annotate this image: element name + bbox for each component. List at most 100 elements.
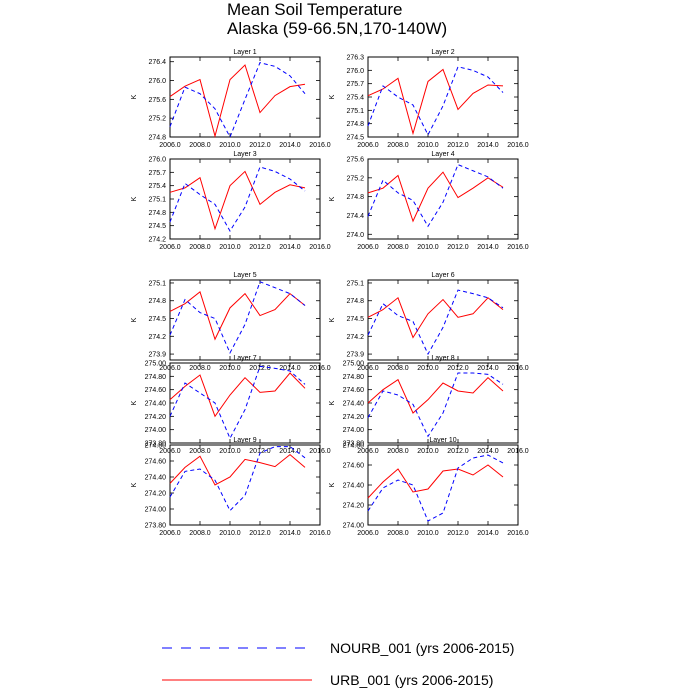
layer-8-ytick-label: 274.20	[343, 414, 365, 421]
layer-8-ytick-label: 273.80	[343, 441, 365, 448]
layer-1-xtick-label: 2014.0	[279, 142, 301, 149]
layer-5-ytick-label: 273.9	[148, 352, 166, 359]
layer-2-xtick-label: 2010.0	[417, 142, 439, 149]
layer-1-ytick-label: 275.6	[148, 97, 166, 104]
layer-10-xtick-label: 2008.0	[387, 530, 409, 537]
layer-5-ytick-label: 275.1	[148, 280, 166, 287]
layer-9-xtick-label: 2006.0	[159, 530, 181, 537]
layer-3-title: Layer 3	[233, 151, 256, 158]
layer-9-xtick-label: 2010.0	[219, 530, 241, 537]
layer-1-xtick-label: 2010.0	[219, 142, 241, 149]
layer-5-series-urb-001	[169, 291, 306, 341]
layer-2-ytick-label: 276.3	[346, 55, 364, 62]
layer-5-plot-frame	[169, 279, 321, 361]
layer-7-ytick-label: 274.40	[145, 401, 167, 408]
layer-10-xtick-label: 2006.0	[357, 530, 379, 537]
layer-8-xtick-label: 2010.0	[417, 448, 439, 455]
layer-3-ytick-label: 275.1	[148, 197, 166, 204]
layer-6-ytick-label: 274.8	[346, 298, 364, 305]
layer-5-xtick-label: 2010.0	[219, 365, 241, 372]
layer-6-xtick-label: 2008.0	[387, 365, 409, 372]
layer-6-ytick-label: 274.2	[346, 334, 364, 341]
layer-7-xtick-label: 2010.0	[219, 448, 241, 455]
layer-7-series-nourb-001	[169, 365, 306, 440]
figure-title: Mean Soil Temperature	[227, 0, 403, 19]
layer-8-series-urb-001	[367, 376, 504, 414]
layer-6-ytick-label: 273.9	[346, 352, 364, 359]
layer-2-ytick-label: 274.8	[346, 121, 364, 128]
layer-2-ytick-label: 275.7	[346, 81, 364, 88]
layer-3-ytick-label: 275.4	[148, 183, 166, 190]
layer-1-xtick-label: 2006.0	[159, 142, 181, 149]
layer-2-ytick-label: 275.4	[346, 95, 364, 102]
layer-8-ytick-label: 274.60	[343, 387, 365, 394]
layer-2-panel: Layer 2 K 2006.0 2008.0 2010.0 2012.0 2014.0 20…	[329, 49, 529, 149]
layer-9-xtick-label: 2014.0	[279, 530, 301, 537]
layer-10-ytick-label: 274.60	[343, 463, 365, 470]
layer-6-ytick-label: 274.5	[346, 316, 364, 323]
layer-1-ytick-label: 276.0	[148, 78, 166, 85]
layer-5-xtick-label: 2012.0	[249, 365, 271, 372]
layer-1-ylabel: K	[131, 94, 138, 99]
layer-8-ytick-label: 274.40	[343, 401, 365, 408]
layer-7-series-urb-001	[169, 372, 306, 418]
layer-2-ytick-label: 276.0	[346, 68, 364, 75]
layer-3-xtick-label: 2010.0	[219, 244, 241, 251]
layer-6-ylabel: K	[329, 317, 336, 322]
layer-6-xtick-label: 2010.0	[417, 365, 439, 372]
layer-1-ytick-label: 276.4	[148, 59, 166, 66]
layer-9-title: Layer 9	[233, 437, 256, 444]
legend-label-urb: URB_001 (yrs 2006-2015)	[330, 672, 493, 688]
layer-10-ylabel: K	[329, 482, 336, 487]
layer-10-plot-frame	[367, 444, 519, 526]
layer-10-xtick-label: 2016.0	[507, 530, 529, 537]
layer-3-xtick-label: 2008.0	[189, 244, 211, 251]
layer-2-xtick-label: 2014.0	[477, 142, 499, 149]
layer-9-ylabel: K	[131, 482, 138, 487]
layer-2-ytick-label: 275.1	[346, 108, 364, 115]
layer-7-xtick-label: 2008.0	[189, 448, 211, 455]
layer-4-panel: Layer 4 K 2006.0 2008.0 2010.0 2012.0 2014.0 20…	[329, 151, 529, 251]
layer-6-xtick-label: 2012.0	[447, 365, 469, 372]
layer-2-xtick-label: 2012.0	[447, 142, 469, 149]
layer-8-title: Layer 8	[431, 355, 454, 362]
layer-9-xtick-label: 2016.0	[309, 530, 331, 537]
layer-1-panel: Layer 1 K 2006.0 2008.0 2010.0 2012.0 2014.0 20…	[131, 49, 331, 149]
layer-5-title: Layer 5	[233, 272, 256, 279]
layer-7-xtick-label: 2014.0	[279, 448, 301, 455]
layer-4-ytick-label: 274.0	[346, 232, 364, 239]
layer-10-ytick-label: 274.20	[343, 503, 365, 510]
layer-10-ytick-label: 274.00	[343, 523, 365, 530]
layer-10-series-nourb-001	[367, 454, 504, 522]
layer-1-xtick-label: 2016.0	[309, 142, 331, 149]
layer-4-xtick-label: 2008.0	[387, 244, 409, 251]
layer-3-xtick-label: 2006.0	[159, 244, 181, 251]
layer-1-xtick-label: 2012.0	[249, 142, 271, 149]
layer-4-ytick-label: 274.4	[346, 213, 364, 220]
layer-10-ytick-label: 274.40	[343, 483, 365, 490]
layer-1-series-urb-001	[169, 64, 306, 139]
layer-7-ytick-label: 274.00	[145, 427, 167, 434]
layer-8-plot-frame	[367, 362, 519, 444]
layer-9-ytick-label: 274.60	[145, 459, 167, 466]
layer-2-series-urb-001	[367, 68, 504, 136]
legend: NOURB_001 (yrs 2006-2015) URB_001 (yrs 2…	[162, 640, 514, 688]
layer-8-series-nourb-001	[367, 372, 504, 438]
layer-8-ytick-label: 274.80	[343, 374, 365, 381]
layer-7-title: Layer 7	[233, 355, 256, 362]
layer-1-xtick-label: 2008.0	[189, 142, 211, 149]
layer-1-series-nourb-001	[169, 62, 306, 139]
layer-6-xtick-label: 2014.0	[477, 365, 499, 372]
layer-4-ytick-label: 274.8	[346, 194, 364, 201]
layer-8-ylabel: K	[329, 400, 336, 405]
layer-4-xtick-label: 2014.0	[477, 244, 499, 251]
layer-7-ylabel: K	[131, 400, 138, 405]
layer-4-xtick-label: 2016.0	[507, 244, 529, 251]
layer-4-ylabel: K	[329, 196, 336, 201]
layer-3-ytick-label: 274.2	[148, 237, 166, 244]
layer-2-xtick-label: 2008.0	[387, 142, 409, 149]
layer-4-xtick-label: 2012.0	[447, 244, 469, 251]
